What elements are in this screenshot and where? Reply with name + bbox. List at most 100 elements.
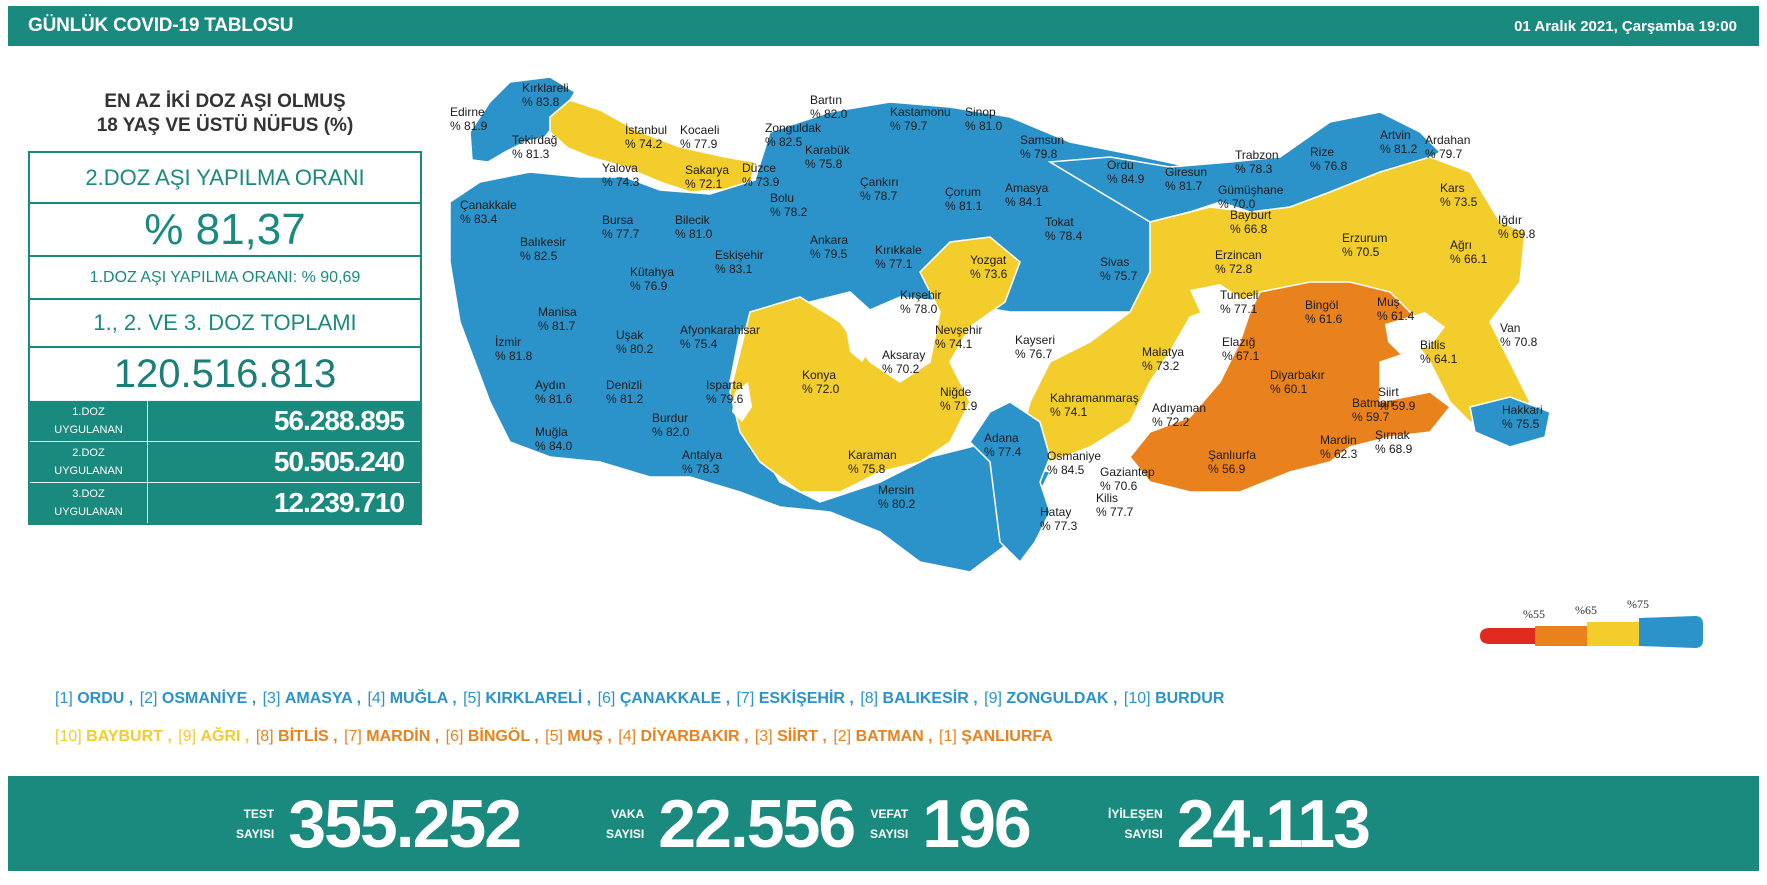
province-label: Aksaray% 70.2: [882, 348, 925, 376]
ranking-number: [2]: [139, 690, 162, 707]
legend-threshold: %55: [1523, 607, 1545, 621]
province-name: Tokat: [1045, 215, 1074, 229]
ranking-province: MUĞLA: [389, 690, 448, 707]
province-value: % 73.5: [1440, 195, 1478, 209]
dose-row: 2.DOZ UYGULANAN 50.505.240: [30, 441, 420, 482]
bottom-ranking: [10] BAYBURT , [9] AĞRI , [8] BİTLİS , […: [55, 728, 1055, 746]
dose-table: 1.DOZ UYGULANAN 56.288.895 2.DOZ UYGULAN…: [30, 400, 420, 523]
report-date: 01 Aralık 2021, Çarşamba 19:00: [1514, 17, 1737, 35]
province-value: % 77.3: [1040, 519, 1078, 533]
ranking-province: BİTLİS: [278, 728, 329, 745]
map-regions: [449, 76, 1551, 573]
province-name: Batman: [1352, 396, 1393, 410]
test-label-line1: TEST: [243, 806, 275, 821]
ranking-number: [6]: [597, 690, 620, 707]
province-name: Bingöl: [1305, 298, 1338, 312]
province-label: Kütahya% 76.9: [630, 265, 674, 293]
province-label: Ankara% 79.5: [810, 233, 848, 261]
dose-label: 3.DOZ UYGULANAN: [30, 483, 148, 523]
province-name: Erzurum: [1342, 231, 1387, 245]
turkey-vaccination-map: Kırklareli% 83.8 Edirne% 81.9 Tekirdağ% 81…: [449, 62, 1760, 662]
province-value: % 75.5: [1502, 417, 1540, 431]
province-value: % 68.9: [1375, 442, 1413, 456]
province-value: % 60.1: [1270, 382, 1308, 396]
legend-yellow: [1587, 622, 1639, 646]
case-stat: VAKA SAYISI 22.556: [606, 776, 856, 871]
province-name: Niğde: [940, 385, 972, 399]
ranking-item: [7] MARDİN ,: [344, 728, 444, 745]
ranking-number: [3]: [262, 690, 285, 707]
province-name: Bitlis: [1420, 338, 1445, 352]
province-value: % 74.2: [625, 137, 663, 151]
ranking-number: [6]: [445, 728, 468, 745]
test-stat: TEST SAYISI 355.252: [236, 776, 522, 871]
recovered-label: İYİLEŞEN SAYISI: [1108, 804, 1163, 844]
province-label: Malatya% 73.2: [1142, 345, 1184, 373]
province-name: Eskişehir: [715, 248, 764, 262]
ranking-item: [6] BİNGÖL ,: [445, 728, 544, 745]
province-label: Adıyaman% 72.2: [1152, 401, 1206, 429]
recovered-count: 24.113: [1176, 785, 1371, 862]
ranking-province: MARDİN: [366, 728, 431, 745]
province-name: Kocaeli: [680, 123, 719, 137]
province-value: % 76.9: [630, 279, 668, 293]
province-value: % 76.8: [1310, 159, 1348, 173]
province-name: Düzce: [742, 161, 776, 175]
province-value: % 72.2: [1152, 415, 1190, 429]
province-value: % 81.7: [1165, 179, 1203, 193]
province-name: Bartın: [810, 93, 842, 107]
province-value: % 78.3: [682, 462, 720, 476]
ranking-province: ZONGULDAK: [1006, 690, 1109, 707]
ranking-province: AĞRI: [200, 728, 241, 745]
region-south-blue: [969, 401, 1051, 564]
province-name: Mardin: [1320, 433, 1357, 447]
dose-label: 1.DOZ UYGULANAN: [30, 401, 148, 441]
province-label: Ordu% 84.9: [1107, 158, 1145, 186]
province-value: % 81.2: [1380, 142, 1418, 156]
province-value: % 70.2: [882, 362, 920, 376]
region-hakkari: [1469, 396, 1551, 448]
province-value: % 73.2: [1142, 359, 1180, 373]
province-label: Batman% 59.7: [1352, 396, 1393, 424]
province-name: Yalova: [602, 161, 638, 175]
province-value: % 77.4: [984, 445, 1022, 459]
province-name: Osmaniye: [1047, 449, 1101, 463]
province-name: Manisa: [538, 305, 577, 319]
province-value: % 66.1: [1450, 252, 1488, 266]
province-name: Samsun: [1020, 133, 1064, 147]
province-name: Şanlıurfa: [1208, 448, 1256, 462]
province-name: Elazığ: [1222, 335, 1255, 349]
province-value: % 75.4: [680, 337, 718, 351]
province-name: Sinop: [965, 105, 996, 119]
province-label: Muğla% 84.0: [535, 425, 573, 453]
province-value: % 72.1: [685, 177, 723, 191]
province-name: Edirne: [450, 105, 485, 119]
province-value: % 75.8: [848, 462, 886, 476]
province-label: Şırnak% 68.9: [1375, 428, 1413, 456]
province-name: Balıkesir: [520, 235, 566, 249]
province-label: Çorum% 81.1: [945, 185, 983, 213]
ranking-province: DİYARBAKIR: [640, 728, 740, 745]
vaccination-heading-line1: EN AZ İKİ DOZ AŞI OLMUŞ: [104, 91, 346, 112]
province-value: % 81.2: [606, 392, 644, 406]
vaccination-heading: EN AZ İKİ DOZ AŞI OLMUŞ 18 YAŞ VE ÜSTÜ N…: [28, 90, 422, 138]
province-value: % 78.3: [1235, 162, 1273, 176]
case-count: 22.556: [658, 785, 856, 862]
ranking-item: [5] KIRKLARELİ ,: [463, 690, 596, 707]
header-bar: GÜNLÜK COVID-19 TABLOSU 01 Aralık 2021, …: [8, 6, 1759, 46]
ranking-number: [8]: [255, 728, 279, 745]
ranking-number: [8]: [860, 690, 883, 707]
province-name: Tunceli: [1220, 288, 1258, 302]
province-name: Kırıkkale: [875, 243, 922, 257]
province-label: Düzce% 73.9: [742, 161, 780, 189]
province-value: % 77.7: [1096, 505, 1134, 519]
dose-label: 2.DOZ UYGULANAN: [30, 442, 148, 482]
province-label: Mardin% 62.3: [1320, 433, 1358, 461]
province-label: Osmaniye% 84.5: [1047, 449, 1101, 477]
province-label: Rize% 76.8: [1310, 145, 1348, 173]
province-label: Kırklareli% 83.8: [522, 81, 569, 109]
test-count: 355.252: [288, 785, 522, 862]
province-name: Sakarya: [685, 163, 729, 177]
ranking-number: [1]: [55, 690, 78, 707]
